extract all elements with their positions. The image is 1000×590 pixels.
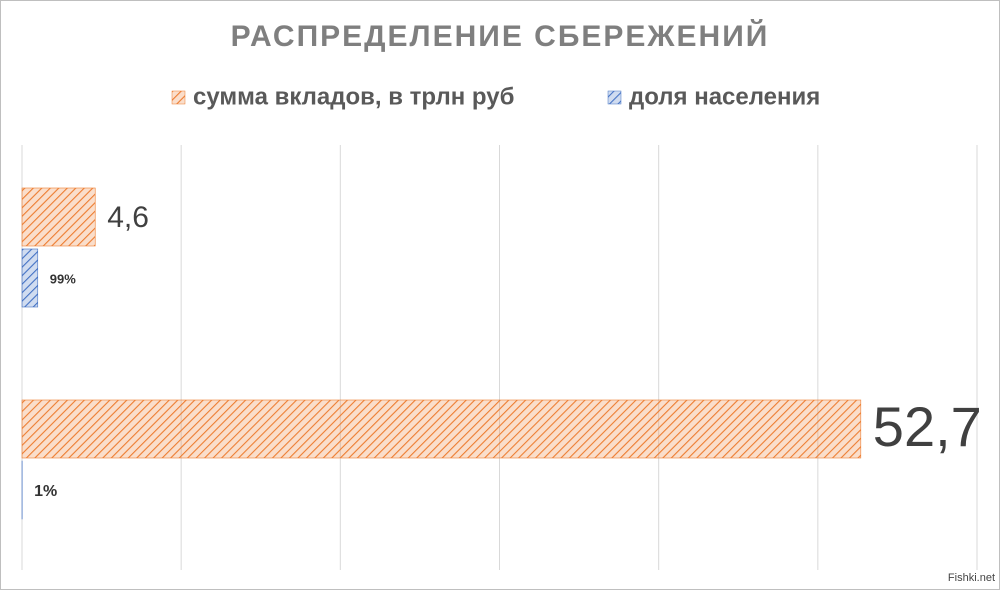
data-label: 52,7: [873, 395, 982, 458]
data-label: 4,6: [107, 201, 149, 234]
bar: [21, 399, 862, 459]
legend-swatch: [171, 90, 186, 105]
bar: [21, 248, 39, 308]
chart-title: РАСПРЕДЕЛЕНИЕ СБЕРЕЖЕНИЙ: [231, 19, 770, 53]
legend-label: сумма вкладов, в трлн руб: [193, 83, 514, 110]
watermark: Fishki.net: [948, 572, 995, 584]
data-label: 1%: [34, 483, 57, 500]
bar: [21, 187, 96, 247]
legend-label: доля населения: [629, 83, 820, 110]
data-label: 99%: [50, 271, 76, 286]
legend-swatch: [607, 90, 622, 105]
